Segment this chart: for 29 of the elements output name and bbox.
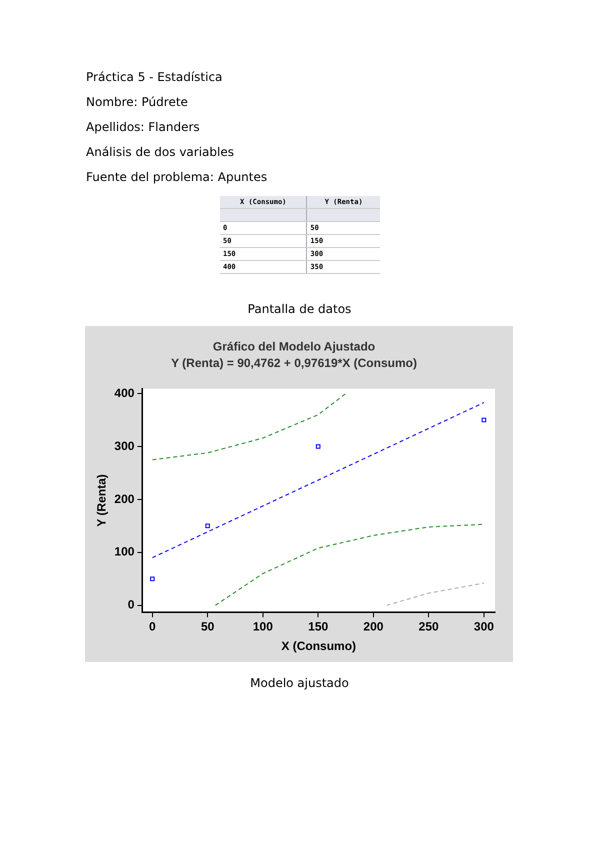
point [205,524,210,528]
line-series [152,393,346,460]
text: Nombre: Púdrete [86,95,188,109]
source-note: Fuente del problema: Apuntes [86,170,268,184]
text: Apellidos: Flanders [86,120,200,134]
y-tick-label: 0 [128,598,135,612]
point [316,444,320,449]
x-tick-label: 50 [200,620,215,634]
x-tick-label: 0 [149,620,156,634]
x-tick-label: 200 [363,620,384,634]
text: Análisis de dos variables [86,145,234,159]
text: Pantalla de datos [246,302,352,316]
x-tick-label: 250 [418,620,440,634]
x-axis-title: X (Consumo) [281,639,356,654]
x-tick-label: 150 [308,620,328,634]
point [150,576,155,582]
y-tick-label: 200 [114,492,135,506]
chart-subtitle: Y (Renta) = 90,4762 + 0,97619*X (Consumo) [171,356,417,370]
text: Práctica 5 - Estadística [86,70,222,84]
y-tick-label: 100 [114,544,135,559]
chart-title: Gráfico del Modelo Ajustado [212,340,376,354]
x-tick-label: 100 [252,620,274,634]
text: Modelo ajustado [249,676,350,690]
y-axis-title: Y (Renta) [94,474,109,527]
y-tick-label: 300 [114,438,135,453]
x-tick-label: 300 [474,620,494,634]
line-series [214,524,484,606]
y-tick-label: 400 [114,386,135,400]
point [482,418,486,422]
